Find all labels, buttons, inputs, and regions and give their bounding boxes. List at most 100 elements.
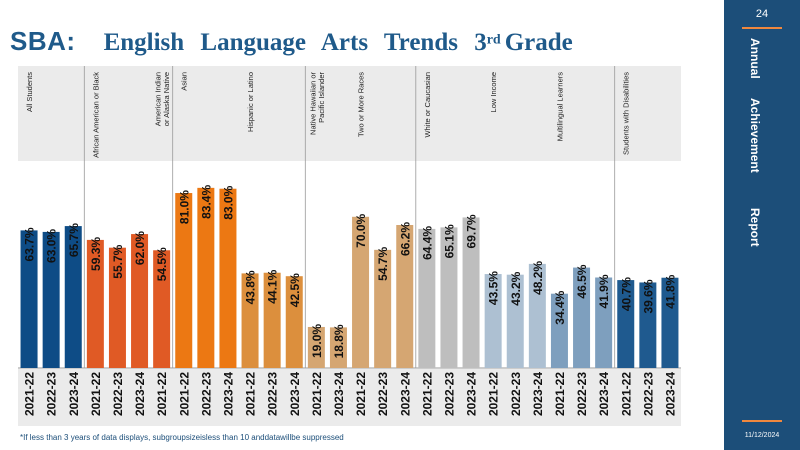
subgroup-label-line: Hispanic or Latino [246, 72, 255, 132]
year-tick-label: 2022-23 [45, 372, 59, 416]
subgroup-label-line: All Students [25, 72, 34, 112]
bar [506, 274, 524, 368]
data-label: 69.7% [465, 214, 479, 248]
data-label: 54.5% [155, 247, 169, 281]
year-tick-label: 2021-22 [23, 372, 37, 416]
data-label: 19.0% [310, 324, 324, 358]
subgroup-label-line: Two or More Races [357, 72, 366, 137]
subgroup-label: Students with Disabilities [622, 72, 631, 155]
data-label: 63.0% [45, 229, 59, 263]
data-label: 41.8% [663, 274, 677, 308]
year-tick-label: 2023-24 [398, 372, 412, 416]
data-label: 44.1% [266, 269, 280, 303]
data-label: 62.0% [133, 231, 147, 265]
data-label: 81.0% [177, 190, 191, 224]
data-label: 39.6% [641, 279, 655, 313]
subgroup-label: White or Caucasian [423, 72, 432, 137]
data-label: 42.5% [288, 273, 302, 307]
bar [418, 228, 436, 368]
bar [263, 272, 281, 368]
subgroup-label: All Students [25, 72, 34, 112]
bar [528, 263, 546, 368]
bar [639, 282, 657, 368]
data-label: 48.2% [531, 261, 545, 295]
year-tick-label: 2022-23 [509, 372, 523, 416]
subgroup-label-line: White or Caucasian [423, 72, 432, 137]
data-label: 66.2% [398, 222, 412, 256]
bar [440, 227, 458, 368]
data-label: 54.7% [376, 247, 390, 281]
data-label: 65.7% [67, 223, 81, 257]
bar [396, 225, 414, 368]
bar [86, 239, 104, 368]
year-tick-label: 2023-24 [221, 372, 235, 416]
side-date: 11/12/2024 [744, 432, 780, 439]
year-tick-label: 2021-22 [155, 372, 169, 416]
year-tick-label: 2021-22 [420, 372, 434, 416]
year-tick-label: 2021-22 [89, 372, 103, 416]
year-tick-label: 2021-22 [177, 372, 191, 416]
subgroup-label: Asian [180, 72, 189, 91]
year-tick-label: 2021-22 [619, 372, 633, 416]
year-tick-label: 2023-24 [465, 372, 479, 416]
bar [108, 247, 126, 368]
data-label: 18.8% [332, 324, 346, 358]
bar [131, 234, 149, 368]
bar [241, 273, 259, 368]
bar [197, 187, 215, 368]
subgroup-label: Two or More Races [357, 72, 366, 137]
bar [20, 230, 38, 368]
bar [484, 274, 502, 368]
subgroup-header-band [18, 66, 681, 161]
bar [64, 226, 82, 368]
bar [329, 327, 347, 368]
data-label: 70.0% [354, 213, 368, 247]
year-tick-label: 2022-23 [442, 372, 456, 416]
year-tick-label: 2023-24 [663, 372, 677, 416]
data-label: 43.5% [487, 271, 501, 305]
subgroup-label-line: Asian [180, 72, 189, 91]
year-tick-label: 2021-22 [310, 372, 324, 416]
data-label: 83.4% [199, 185, 213, 219]
year-tick-label: 2022-23 [575, 372, 589, 416]
year-tick-label: 2023-24 [597, 372, 611, 416]
subgroup-label-line: or Alaska Native [162, 72, 171, 126]
year-tick-label: 2021-22 [487, 372, 501, 416]
data-label: 43.2% [509, 271, 523, 305]
year-axis-band [18, 369, 681, 426]
year-tick-label: 2023-24 [288, 372, 302, 416]
bar [374, 249, 392, 368]
year-tick-label: 2022-23 [376, 372, 390, 416]
year-tick-label: 2022-23 [199, 372, 213, 416]
year-tick-label: 2023-24 [332, 372, 346, 416]
data-label: 55.7% [111, 244, 125, 278]
data-label: 34.4% [553, 290, 567, 324]
data-label: 64.4% [420, 226, 434, 260]
bar [462, 217, 480, 368]
data-label: 65.1% [442, 224, 456, 258]
side-text-report: Report [748, 208, 762, 247]
side-panel: 24 Annual Achievement Report 11/12/2024 [724, 0, 800, 450]
year-tick-label: 2023-24 [67, 372, 81, 416]
side-text-annual: Annual [748, 38, 762, 79]
footnote: *If less than 3 years of data displays, … [20, 433, 344, 442]
year-tick-label: 2022-23 [641, 372, 655, 416]
subgroup-label-line: Native Hawaiian or [308, 72, 317, 135]
bar [175, 193, 193, 368]
subgroup-label-line: Pacific Islander [317, 72, 326, 123]
data-label: 41.9% [597, 274, 611, 308]
bar [661, 277, 679, 368]
subgroup-label: Low Income [489, 72, 498, 112]
subgroup-label: African American or Black [91, 72, 100, 158]
year-tick-label: 2022-23 [111, 372, 125, 416]
subgroup-label-line: Students with Disabilities [622, 72, 631, 155]
year-tick-label: 2021-22 [354, 372, 368, 416]
subgroup-label-line: Multilingual Learners [555, 72, 564, 141]
title-suffix: Grade [504, 29, 573, 56]
accent-line-top [742, 27, 782, 29]
subgroup-label-line: American Indian [154, 72, 163, 126]
page-title: SBA: English Language Arts Trends 3rd Grad… [10, 26, 573, 66]
side-text-achievement: Achievement [748, 98, 762, 173]
year-tick-label: 2021-22 [553, 372, 567, 416]
year-tick-label: 2021-22 [244, 372, 258, 416]
